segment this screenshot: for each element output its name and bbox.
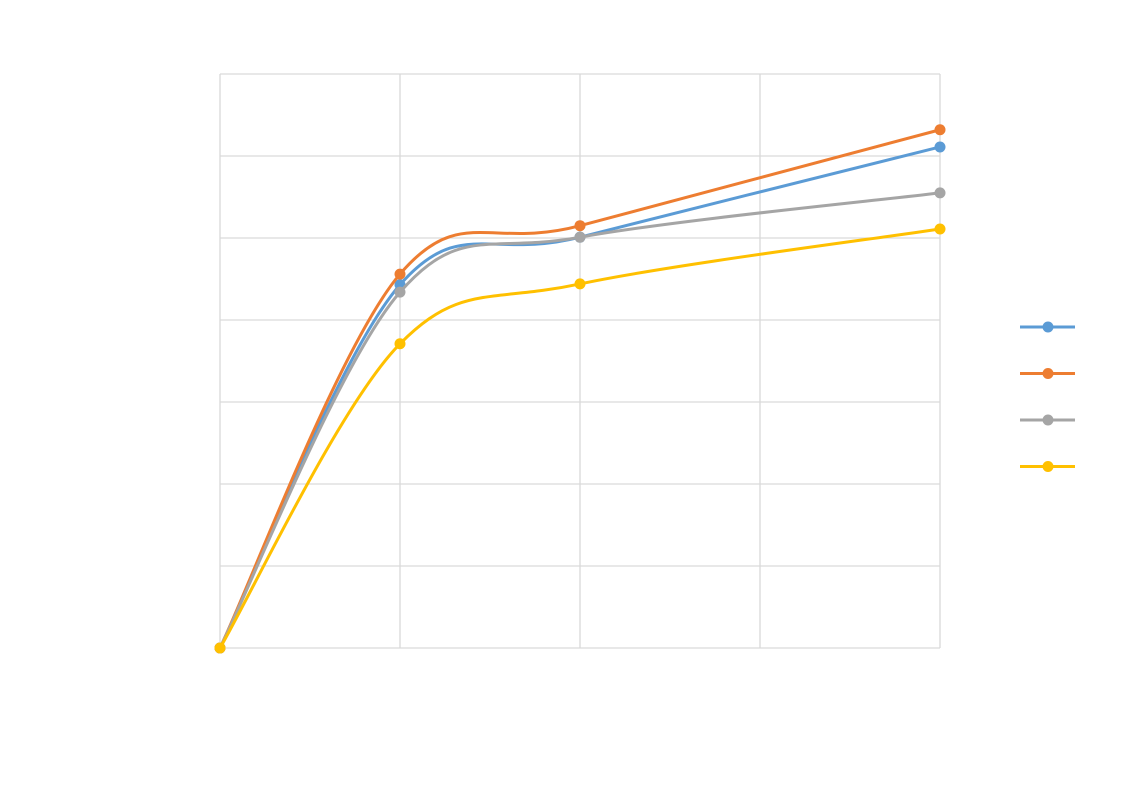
data-point [934, 223, 946, 235]
data-point [934, 124, 946, 136]
data-point [394, 338, 406, 350]
series-line [218, 191, 942, 650]
data-point [574, 231, 586, 243]
data-point [574, 220, 586, 232]
data-point [574, 278, 586, 290]
legend-marker [1042, 368, 1054, 379]
legend-marker [1042, 321, 1054, 333]
data-point [934, 141, 946, 153]
series-line [218, 145, 942, 650]
series-line [218, 128, 942, 650]
data-point [214, 642, 226, 654]
data-point [394, 286, 406, 298]
data-point [934, 187, 946, 199]
legend-marker [1042, 461, 1054, 472]
legend-marker [1042, 414, 1054, 426]
data-point [394, 268, 406, 280]
series-line [218, 227, 942, 650]
